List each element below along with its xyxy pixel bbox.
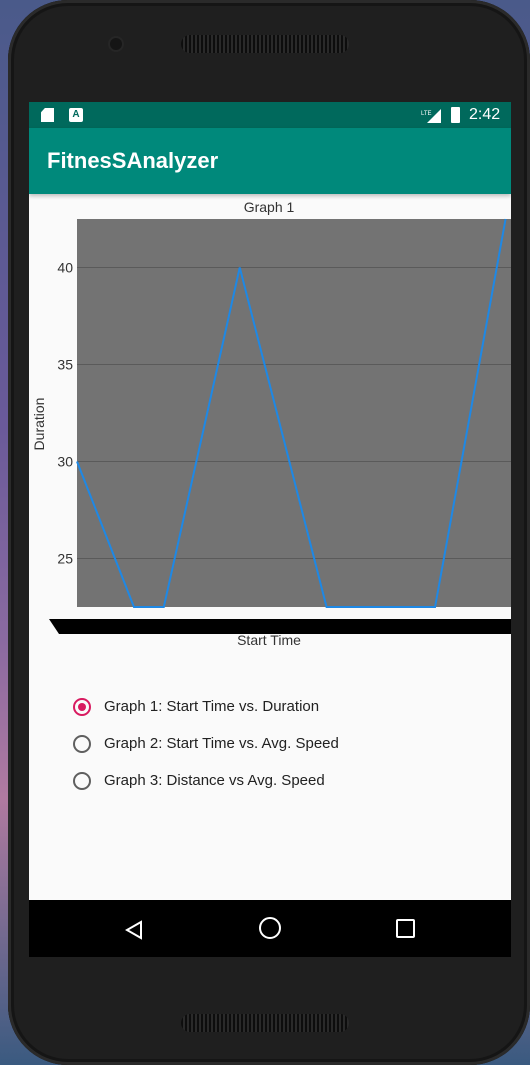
radio-option-graph-1[interactable]: Graph 1: Start Time vs. Duration bbox=[73, 695, 433, 732]
app-bar: FitnesSAnalyzer bbox=[29, 128, 511, 194]
radio-checked-icon[interactable] bbox=[73, 698, 91, 716]
navigation-bar bbox=[29, 900, 511, 957]
radio-label: Graph 1: Start Time vs. Duration bbox=[104, 698, 320, 715]
front-camera bbox=[110, 38, 122, 50]
back-icon[interactable] bbox=[125, 920, 143, 940]
lte-signal-icon: LTE bbox=[421, 109, 441, 123]
radio-unchecked-icon[interactable] bbox=[73, 772, 91, 790]
bottom-speaker bbox=[181, 1014, 349, 1032]
app-title: FitnesSAnalyzer bbox=[47, 148, 219, 173]
home-icon[interactable] bbox=[259, 917, 281, 939]
grid-lines bbox=[77, 267, 511, 559]
radio-option-graph-2[interactable]: Graph 2: Start Time vs. Avg. Speed bbox=[73, 732, 433, 769]
graph-radio-group: Graph 1: Start Time vs. Duration Graph 2:… bbox=[73, 695, 433, 806]
duration-chart: Graph 1 25 30 35 40 Start Time Duration bbox=[31, 199, 511, 648]
y-tick-label: 35 bbox=[57, 357, 73, 373]
radio-label: Graph 3: Distance vs Avg. Speed bbox=[104, 772, 325, 789]
radio-unchecked-icon[interactable] bbox=[73, 735, 91, 753]
top-speaker bbox=[181, 35, 349, 53]
chart-title: Graph 1 bbox=[244, 199, 295, 215]
radio-option-graph-3[interactable]: Graph 3: Distance vs Avg. Speed bbox=[73, 769, 433, 806]
y-tick-label: 40 bbox=[57, 260, 73, 276]
svg-text:LTE: LTE bbox=[421, 111, 432, 117]
status-bar: A LTE 2:42 bbox=[29, 102, 511, 128]
a-notification-icon: A bbox=[69, 108, 83, 122]
status-time: 2:42 bbox=[469, 106, 501, 123]
y-axis-label: Duration bbox=[31, 398, 47, 451]
recents-icon[interactable] bbox=[396, 919, 415, 938]
x-axis-bar bbox=[49, 619, 511, 634]
y-tick-labels: 25 30 35 40 bbox=[57, 260, 73, 567]
radio-label: Graph 2: Start Time vs. Avg. Speed bbox=[104, 735, 339, 752]
y-tick-label: 30 bbox=[57, 454, 73, 470]
series-line bbox=[76, 218, 507, 608]
y-tick-label: 25 bbox=[57, 551, 73, 567]
x-axis-label: Start Time bbox=[237, 632, 301, 648]
device-screen: A LTE 2:42 FitnesSAnalyzer Graph 1 25 30 3… bbox=[29, 102, 511, 957]
battery-charging-icon bbox=[451, 107, 460, 123]
plot-area bbox=[77, 219, 511, 607]
sd-card-icon bbox=[41, 108, 54, 122]
